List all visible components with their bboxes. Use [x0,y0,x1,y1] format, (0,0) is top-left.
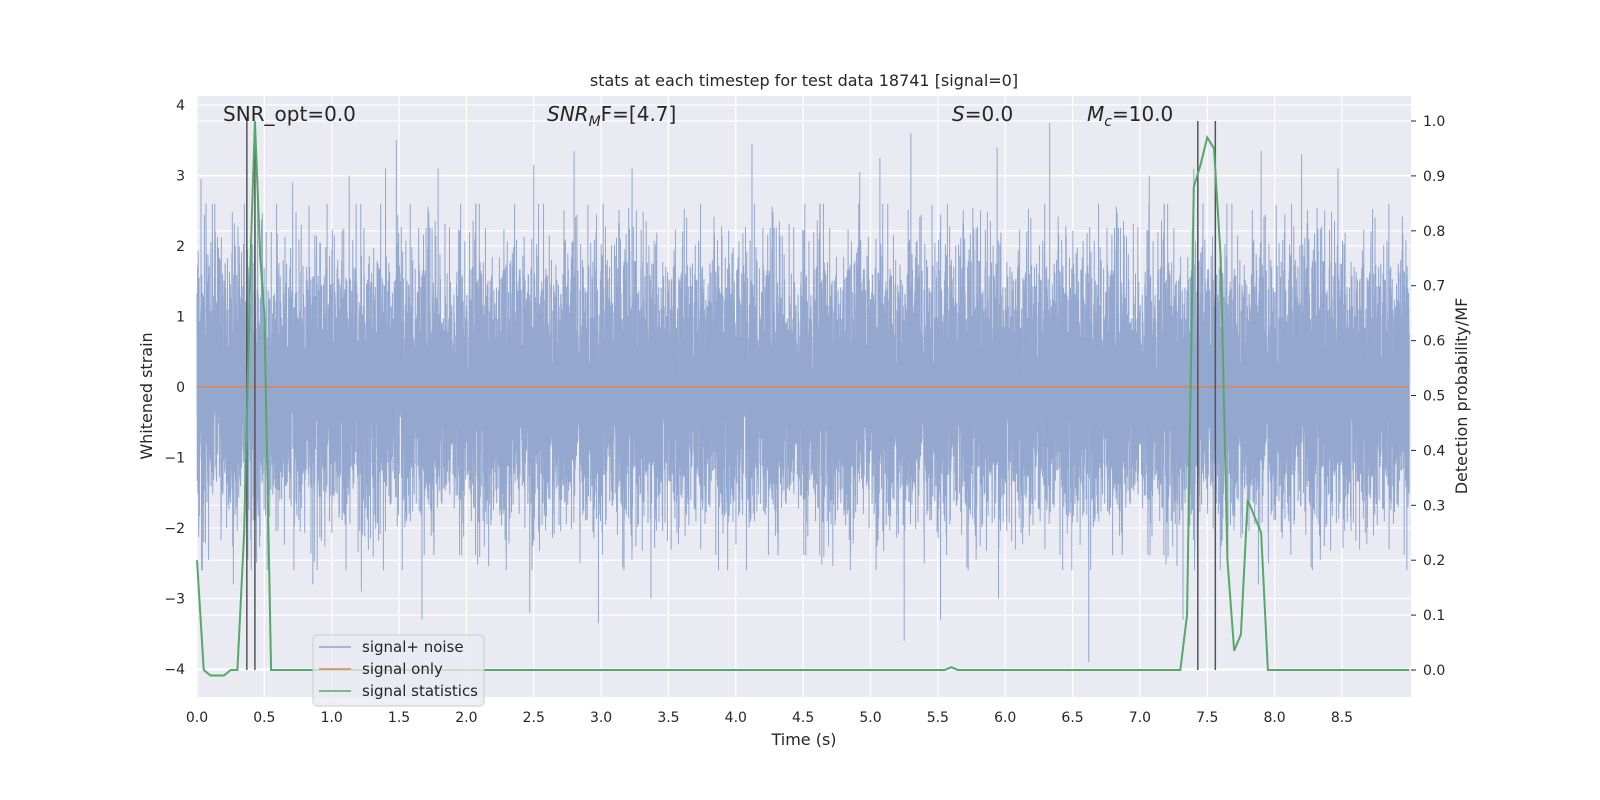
x-tick-label: 6.5 [1061,710,1083,726]
x-tick-label: 2.5 [523,710,545,726]
y-left-tick-label: 1 [176,310,185,326]
legend-label-signal-noise: signal+ noise [362,638,464,656]
y-right-axis-label: Detection probability/MF [1452,298,1471,495]
y-right-tick-label: 0.1 [1423,608,1445,624]
annotation-snr-mf-rest: F=[4.7] [601,102,677,126]
annotation-snr-mf: SNRMF=[4.7] [547,102,676,130]
y-right-tick-label: 0.0 [1423,663,1445,679]
x-tick-label: 0.5 [253,710,275,726]
chart-title: stats at each timestep for test data 187… [590,71,1018,90]
x-tick-label: 3.0 [590,710,612,726]
y-right-axis-ticks: 1.0 0.9 0.8 0.7 0.6 0.5 0.4 0.3 0.2 0.1 0.0 [1411,114,1445,679]
x-tick-label: 2.0 [455,710,477,726]
signal-noise-series [196,122,1410,662]
y-left-tick-label: −1 [164,451,185,467]
x-tick-label: 6.0 [994,710,1016,726]
x-tick-label: 4.5 [792,710,814,726]
annotation-snr-mf-sub: M [589,114,601,130]
y-right-tick-label: 0.9 [1423,169,1445,185]
x-axis-label: Time (s) [770,730,836,749]
x-tick-label: 3.5 [657,710,679,726]
x-tick-label: 7.5 [1196,710,1218,726]
signal-statistics-line [196,120,1410,677]
y-left-tick-label: 4 [176,98,185,114]
annotation-mc: Mc=10.0 [1087,102,1173,130]
y-right-tick-label: 1.0 [1423,114,1445,130]
signal-noise-line [196,122,1410,662]
y-right-tick-label: 0.8 [1423,224,1445,240]
annotation-snr-opt: SNR_opt=0.0 [223,102,356,126]
x-axis-ticks: 0.0 0.5 1.0 1.5 2.0 2.5 3.0 3.5 4.0 4.5 5.0 5.5 6.0 6… [186,710,1353,726]
x-tick-label: 0.0 [186,710,208,726]
y-right-tick-label: 0.7 [1423,279,1445,295]
x-tick-label: 1.5 [388,710,410,726]
y-right-tick-label: 0.4 [1423,443,1445,459]
y-left-tick-label: −2 [164,521,185,537]
y-left-tick-label: −4 [164,662,185,678]
x-tick-label: 5.0 [859,710,881,726]
y-left-tick-label: −3 [164,592,185,608]
legend-label-signal-only: signal only [362,660,443,678]
y-right-tick-label: 0.2 [1423,553,1445,569]
annotation-snr-mf-base: SNR [547,102,589,126]
y-left-axis-label: Whitened strain [137,332,156,459]
y-left-axis-ticks: 4 3 2 1 0 −1 −2 −3 −4 [164,98,185,678]
annotation-s-rest: =0.0 [965,102,1014,126]
legend: signal+ noise signal only signal statist… [312,634,485,707]
annotation-s-base: S [952,102,965,126]
legend-label-signal-statistics: signal statistics [362,682,478,700]
annotation-mc-rest: =10.0 [1112,102,1173,126]
x-tick-label: 1.0 [321,710,343,726]
signal-statistics-series [196,120,1410,677]
x-tick-label: 8.0 [1263,710,1285,726]
x-tick-label: 4.0 [725,710,747,726]
y-right-tick-label: 0.5 [1423,389,1445,405]
y-left-tick-label: 2 [176,239,185,255]
x-tick-label: 8.5 [1331,710,1353,726]
y-right-tick-label: 0.6 [1423,334,1445,350]
legend-box [312,634,485,707]
y-right-tick-label: 0.3 [1423,498,1445,514]
x-tick-label: 7.0 [1129,710,1151,726]
y-left-tick-label: 0 [176,380,185,396]
x-tick-label: 5.5 [927,710,949,726]
y-left-tick-label: 3 [176,169,185,185]
annotation-mc-sub: c [1104,114,1112,130]
annotation-mc-base: M [1087,102,1104,126]
annotation-s: S=0.0 [952,102,1013,126]
